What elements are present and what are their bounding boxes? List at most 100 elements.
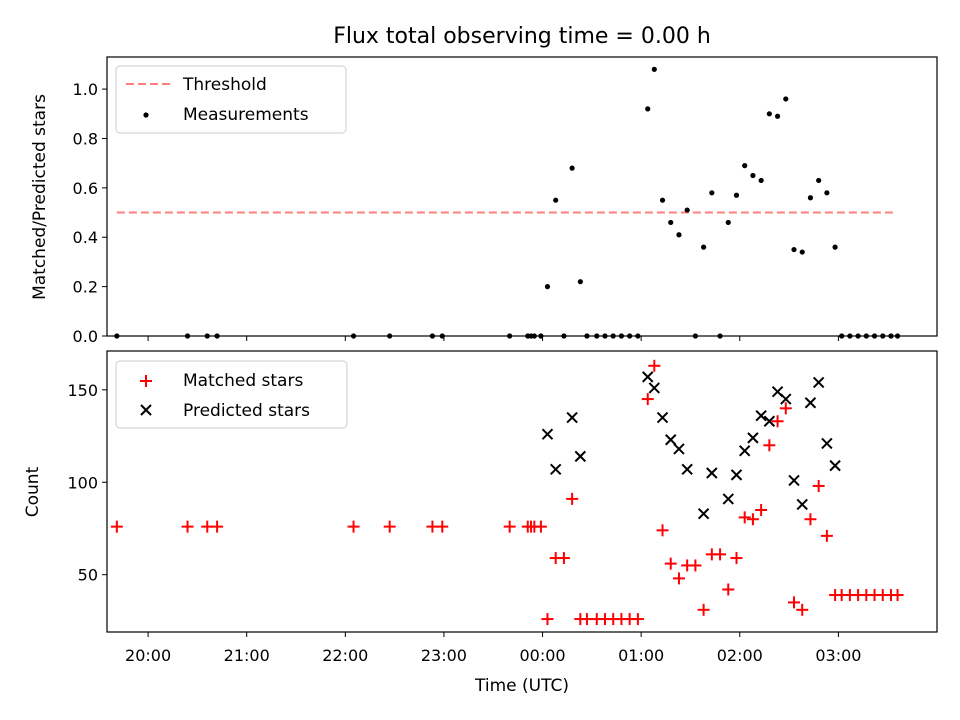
measurement-point bbox=[553, 197, 559, 203]
predicted-star-point bbox=[648, 382, 661, 394]
predicted-star-point bbox=[566, 411, 578, 424]
bottom-y-ticks: 50 100 150 bbox=[67, 381, 107, 585]
matched-star-point bbox=[672, 572, 685, 585]
predicted-star-point bbox=[821, 437, 833, 450]
matched-star-point bbox=[641, 393, 654, 406]
measurement-point bbox=[725, 219, 731, 226]
measurement-point bbox=[569, 165, 575, 171]
matched-star-point bbox=[664, 557, 677, 570]
matched-star-point bbox=[631, 613, 644, 626]
matched-star-point bbox=[812, 479, 825, 492]
measurement-point bbox=[701, 244, 707, 250]
legend-matched-label: Matched stars bbox=[183, 371, 303, 391]
matched-star-point bbox=[211, 520, 224, 533]
predicted-star-point bbox=[738, 445, 751, 457]
matched-star-point bbox=[746, 513, 759, 526]
matched-star-point bbox=[796, 603, 809, 616]
measurement-point bbox=[577, 279, 583, 285]
measurement-point bbox=[659, 197, 666, 203]
bottom-panel: 50 100 150 20:00 21:00 22:00 23:00 00:00 01:00 0… bbox=[23, 350, 938, 696]
x-tick-label: 00:00 bbox=[519, 646, 565, 665]
predicted-star-point bbox=[665, 434, 677, 446]
measurement-point bbox=[544, 284, 551, 290]
predicted-star-point bbox=[804, 397, 817, 409]
predicted-star-point bbox=[730, 469, 743, 481]
legend-predicted-label: Predicted stars bbox=[183, 401, 310, 421]
top-y-tick-label: 0.2 bbox=[73, 278, 98, 297]
top-y-axis-label: Matched/Predicted stars bbox=[30, 94, 50, 300]
matched-star-point bbox=[541, 613, 554, 626]
predicted-star-point bbox=[780, 393, 792, 405]
predicted-star-point bbox=[681, 463, 693, 476]
predicted-star-point bbox=[697, 507, 710, 520]
matched-star-point bbox=[697, 603, 710, 616]
measurement-point bbox=[709, 190, 715, 196]
predicted-star-point bbox=[706, 467, 718, 479]
matched-star-point bbox=[689, 559, 702, 572]
measurement-point bbox=[651, 66, 657, 72]
measurement-point bbox=[758, 177, 764, 184]
bottom-plot-area bbox=[110, 359, 904, 626]
predicted-star-point bbox=[549, 463, 562, 476]
measurement-point bbox=[645, 106, 651, 112]
predicted-star-point bbox=[788, 474, 800, 487]
bottom-axes-frame bbox=[106, 350, 938, 633]
matched-star-point bbox=[771, 415, 784, 428]
matched-star-point bbox=[891, 589, 904, 602]
measurement-point bbox=[676, 232, 682, 238]
x-tick-label: 01:00 bbox=[618, 646, 664, 665]
x-tick-label: 03:00 bbox=[815, 646, 861, 665]
measurement-point bbox=[774, 113, 781, 119]
x-tick-label: 22:00 bbox=[322, 646, 368, 665]
matched-star-point bbox=[730, 552, 743, 565]
measurement-point bbox=[668, 219, 674, 226]
figure-title: Flux total observing time = 0.00 h bbox=[333, 24, 711, 49]
predicted-star-point bbox=[796, 498, 808, 511]
measurement-point bbox=[807, 195, 814, 201]
measurement-point bbox=[742, 163, 748, 169]
legend-measurements-label: Measurements bbox=[183, 105, 309, 125]
top-y-tick-label: 0.8 bbox=[73, 129, 98, 148]
legend-threshold-label: Threshold bbox=[182, 75, 267, 95]
bottom-y-tick-label: 50 bbox=[78, 566, 98, 585]
matched-star-point bbox=[110, 520, 123, 533]
legend-measurements-swatch bbox=[143, 112, 149, 118]
legend-matched-swatch bbox=[140, 375, 152, 387]
matched-star-point bbox=[347, 520, 360, 533]
matched-star-point bbox=[763, 439, 776, 452]
predicted-star-point bbox=[656, 411, 669, 424]
bottom-y-axis-label: Count bbox=[23, 466, 43, 517]
top-legend: Threshold Measurements bbox=[115, 65, 347, 134]
matched-star-point bbox=[788, 596, 801, 609]
measurement-point bbox=[799, 249, 805, 255]
predicted-star-point bbox=[763, 415, 776, 427]
matched-star-point bbox=[557, 552, 570, 565]
predicted-star-point bbox=[574, 450, 587, 463]
predicted-star-point bbox=[829, 459, 841, 472]
matched-star-point bbox=[383, 520, 396, 533]
predicted-star-point bbox=[812, 376, 825, 389]
predicted-star-point bbox=[722, 493, 734, 505]
x-axis-label: Time (UTC) bbox=[474, 676, 569, 696]
matched-star-point bbox=[534, 520, 547, 533]
x-tick-label: 23:00 bbox=[421, 646, 467, 665]
top-y-tick-label: 0.0 bbox=[73, 327, 98, 346]
predicted-star-point bbox=[642, 371, 654, 383]
measurement-point bbox=[824, 190, 830, 196]
matched-star-point bbox=[738, 511, 751, 524]
top-y-tick-label: 0.4 bbox=[73, 228, 98, 247]
x-tick-label: 02:00 bbox=[717, 646, 763, 665]
bottom-y-tick-label: 150 bbox=[67, 381, 98, 400]
measurement-point bbox=[684, 207, 690, 213]
top-y-tick-label: 1.0 bbox=[73, 80, 98, 99]
legend-predicted-swatch bbox=[140, 404, 152, 416]
matched-star-point bbox=[722, 583, 735, 596]
predicted-star-point bbox=[755, 409, 767, 422]
measurement-point bbox=[783, 96, 789, 102]
top-panel: 0.0 0.2 0.4 0.6 0.8 1.0 Matched/Predicted sta… bbox=[30, 56, 938, 346]
measurement-point bbox=[733, 192, 740, 198]
predicted-star-point bbox=[673, 443, 685, 455]
measurement-point bbox=[832, 244, 838, 250]
top-axes-frame bbox=[106, 56, 938, 337]
